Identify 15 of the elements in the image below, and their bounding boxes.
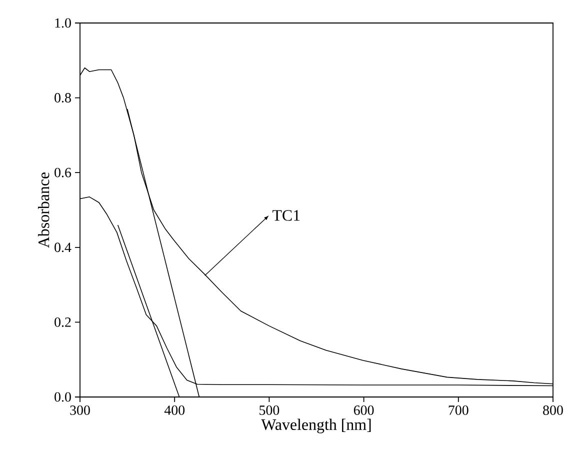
x-tick-label: 500	[260, 406, 280, 415]
y-tick-label: 1.0	[55, 18, 71, 28]
x-tick-label: 800	[543, 406, 563, 415]
y-tick-label: 0.6	[54, 168, 72, 178]
x-axis-title: Wavelength [nm]	[261, 418, 371, 434]
x-tick-label: 300	[70, 406, 90, 415]
y-tick-label: 0.0	[54, 392, 71, 402]
x-tick-label: 700	[448, 406, 468, 415]
x-tick-label: 400	[164, 406, 185, 415]
y-axis-title: Absorbance	[38, 172, 50, 248]
y-tick-label: 0.8	[54, 93, 71, 103]
x-tick-label: 600	[354, 406, 374, 415]
annotation: TC1	[272, 210, 300, 221]
y-tick-label: 0.2	[54, 317, 71, 327]
y-tick-label: 0.4	[54, 242, 72, 252]
